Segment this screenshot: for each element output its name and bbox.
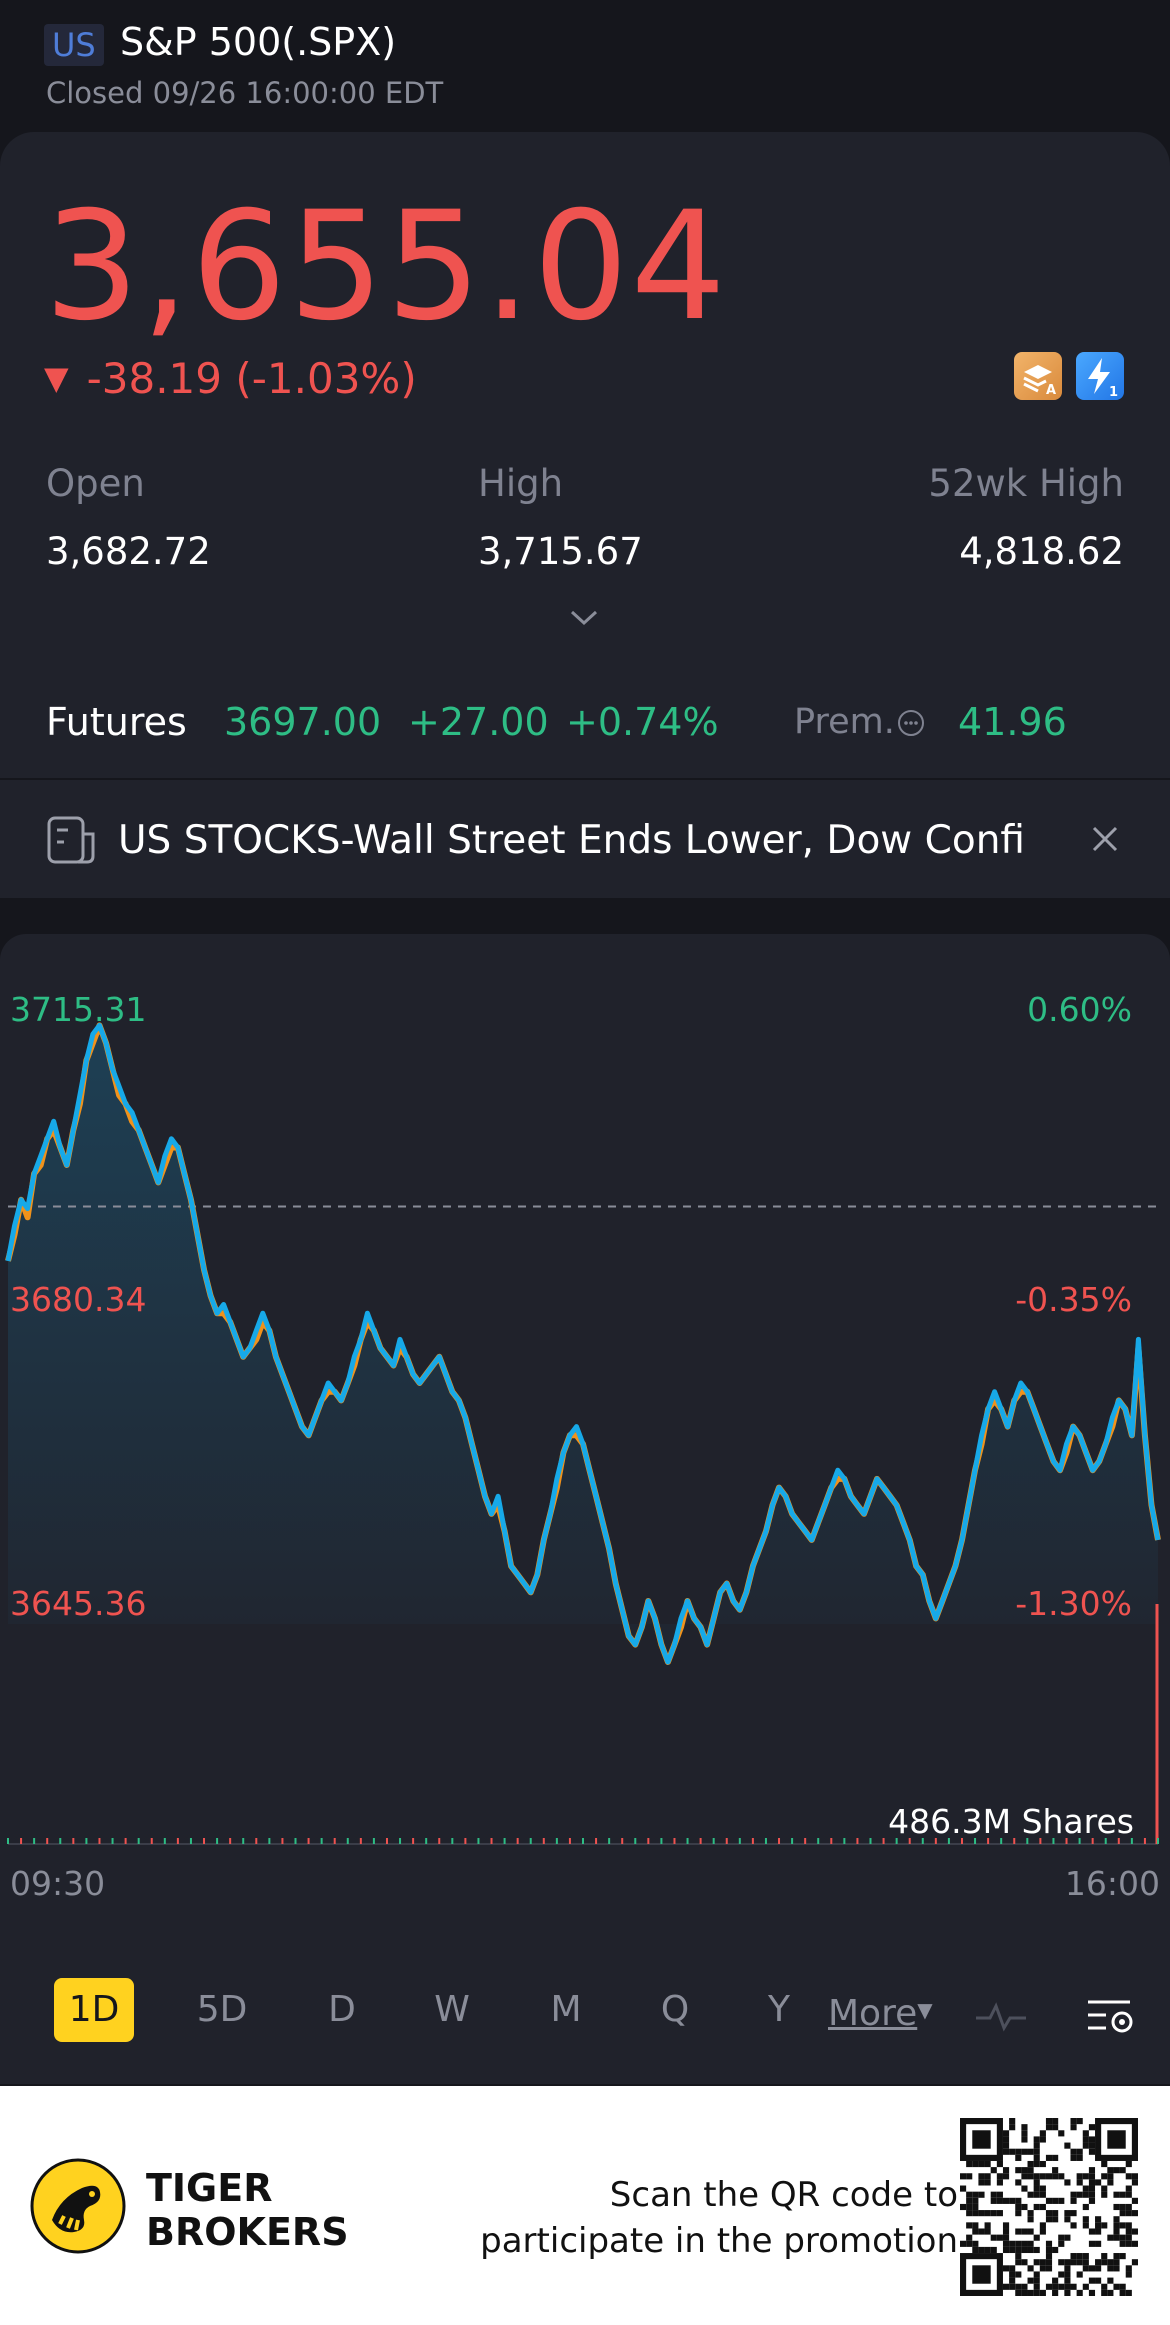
promo-line-2: participate in the promotion xyxy=(480,2221,958,2261)
market-badge: US xyxy=(44,24,104,66)
promo-line-1: Scan the QR code to xyxy=(609,2175,958,2215)
chart-settings-icon[interactable] xyxy=(1084,1996,1138,2036)
market-status: Closed 09/26 16:00:00 EDT xyxy=(46,76,444,110)
svg-text:A: A xyxy=(1046,383,1056,398)
period-5d[interactable]: 5D xyxy=(196,1989,248,2030)
news-headline[interactable]: US STOCKS-Wall Street Ends Lower, Dow Co… xyxy=(118,818,1028,863)
layers-a-icon[interactable]: A xyxy=(1014,352,1062,400)
caret-down-icon: ▼ xyxy=(917,1998,933,2022)
qr-code[interactable] xyxy=(960,2118,1138,2296)
premium-value: 41.96 xyxy=(958,700,1067,744)
price-chart-svg[interactable] xyxy=(0,934,1170,1934)
price-line xyxy=(5,1022,1161,1665)
premium-label: Prem. xyxy=(794,702,895,742)
volume-label: 486.3M Shares xyxy=(888,1802,1134,1841)
pct-label-top: 0.60% xyxy=(1027,990,1132,1029)
futures-change-pct: +0.74% xyxy=(566,700,719,744)
pct-label-mid: -0.35% xyxy=(1015,1280,1132,1319)
news-banner[interactable]: US STOCKS-Wall Street Ends Lower, Dow Co… xyxy=(0,780,1170,898)
futures-row[interactable]: Futures 3697.00 +27.00 +0.74% Prem. 41.9… xyxy=(0,662,1170,778)
chevron-down-icon[interactable] xyxy=(568,602,600,634)
price-area-fill xyxy=(8,1025,1158,1662)
period-q[interactable]: Q xyxy=(660,1989,690,2030)
period-w[interactable]: W xyxy=(434,1989,470,2030)
promo-text: Scan the QR code to participate in the p… xyxy=(480,2172,958,2264)
stat-value-open: 3,682.72 xyxy=(46,530,211,573)
promo-banner: TIGER BROKERS Scan the QR code to partic… xyxy=(0,2086,1170,2325)
x-label-start: 09:30 xyxy=(10,1864,106,1903)
more-info-icon[interactable] xyxy=(896,708,926,738)
x-label-end: 16:00 xyxy=(1064,1864,1160,1903)
pct-label-bottom: -1.30% xyxy=(1015,1584,1132,1623)
news-icon xyxy=(47,816,95,864)
page-title: S&P 500(.SPX) xyxy=(120,20,397,64)
period-d[interactable]: D xyxy=(328,1989,356,2030)
stat-value-52wk-high: 4,818.62 xyxy=(959,530,1124,573)
last-price: 3,655.04 xyxy=(44,180,728,354)
brand-line-1: TIGER xyxy=(146,2166,273,2210)
quote-card: 3,655.04 ▼ -38.19 (-1.03%) A 1 Open 3,682… xyxy=(0,132,1170,662)
price-change-value: -38.19 (-1.03%) xyxy=(86,354,417,403)
y-label-top: 3715.31 xyxy=(10,990,147,1029)
period-y[interactable]: Y xyxy=(768,1989,790,2030)
stat-label-open: Open xyxy=(46,462,145,505)
futures-price: 3697.00 xyxy=(224,700,382,744)
period-selector: 1D 5D D W M Q Y More▼ xyxy=(0,1938,1170,2078)
futures-change: +27.00 xyxy=(408,700,549,744)
futures-label: Futures xyxy=(46,700,187,744)
y-label-mid: 3680.34 xyxy=(10,1280,147,1319)
tiger-brokers-logo xyxy=(30,2158,126,2254)
header: US S&P 500(.SPX) Closed 09/26 16:00:00 E… xyxy=(0,0,1170,130)
close-icon[interactable] xyxy=(1088,822,1122,856)
svg-text:1: 1 xyxy=(1109,385,1118,400)
y-label-bottom: 3645.36 xyxy=(10,1584,147,1623)
period-more[interactable]: More▼ xyxy=(828,1978,933,2042)
intraday-chart[interactable]: 3715.31 3680.34 3645.36 0.60% -0.35% -1.… xyxy=(0,934,1170,2084)
brand-line-2: BROKERS xyxy=(146,2210,349,2254)
price-change: ▼ -38.19 (-1.03%) xyxy=(44,354,417,403)
lightning-icon[interactable]: 1 xyxy=(1076,352,1124,400)
period-1d[interactable]: 1D xyxy=(54,1978,134,2042)
stat-label-high: High xyxy=(478,462,564,505)
down-arrow-icon: ▼ xyxy=(44,359,69,397)
more-link[interactable]: More xyxy=(828,1993,918,2034)
brand-name: TIGER BROKERS xyxy=(146,2166,349,2254)
stat-value-high: 3,715.67 xyxy=(478,530,643,573)
stat-label-52wk-high: 52wk High xyxy=(928,462,1124,505)
period-m[interactable]: M xyxy=(550,1989,582,2030)
waveform-icon[interactable] xyxy=(974,1996,1028,2036)
